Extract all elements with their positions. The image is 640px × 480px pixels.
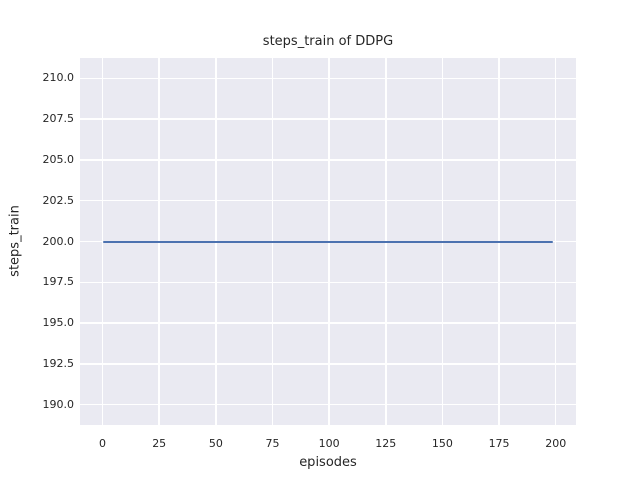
x-tick-label: 125 [375,437,397,450]
chart-title: steps_train of DDPG [262,34,394,49]
y-tick-label: 190.0 [42,397,75,411]
y-tick-label: 192.5 [42,356,75,370]
gridline-horizontal [80,118,576,120]
y-axis-label-text: steps_train [7,205,23,277]
y-axis-tick-labels: 190.0 192.5 195.0 197.5 200.0 202.5 205.0 207.5… [0,0,75,480]
x-tick-label: 25 [152,437,167,450]
x-tick-label: 175 [488,437,510,450]
y-tick-label: 195.0 [42,316,75,330]
gridline-horizontal [80,322,576,324]
y-tick-label: 207.5 [42,112,75,126]
x-tick-label: 100 [318,437,340,450]
y-tick-label: 197.5 [42,275,75,289]
x-tick-label: 150 [431,437,453,450]
x-tick-label: 0 [99,437,107,450]
y-tick-label: 210.0 [42,71,75,85]
data-line [102,240,554,243]
y-tick-label: 205.0 [42,152,75,166]
x-axis-tick-labels: 0 25 50 75 100 125 150 175 200 [0,437,640,453]
y-tick-label: 200.0 [42,234,75,248]
x-axis-label: episodes [299,455,357,470]
gridline-horizontal [80,77,576,80]
x-tick-label: 50 [208,437,223,450]
x-tick-label: 200 [545,437,567,450]
gridline-horizontal [80,199,576,202]
gridline-horizontal [80,281,576,284]
y-tick-label: 202.5 [42,193,75,207]
x-tick-label: 75 [265,437,280,450]
gridline-horizontal [80,403,576,406]
gridline-horizontal [80,363,576,365]
gridline-horizontal [80,159,576,161]
plot-area [80,58,576,425]
